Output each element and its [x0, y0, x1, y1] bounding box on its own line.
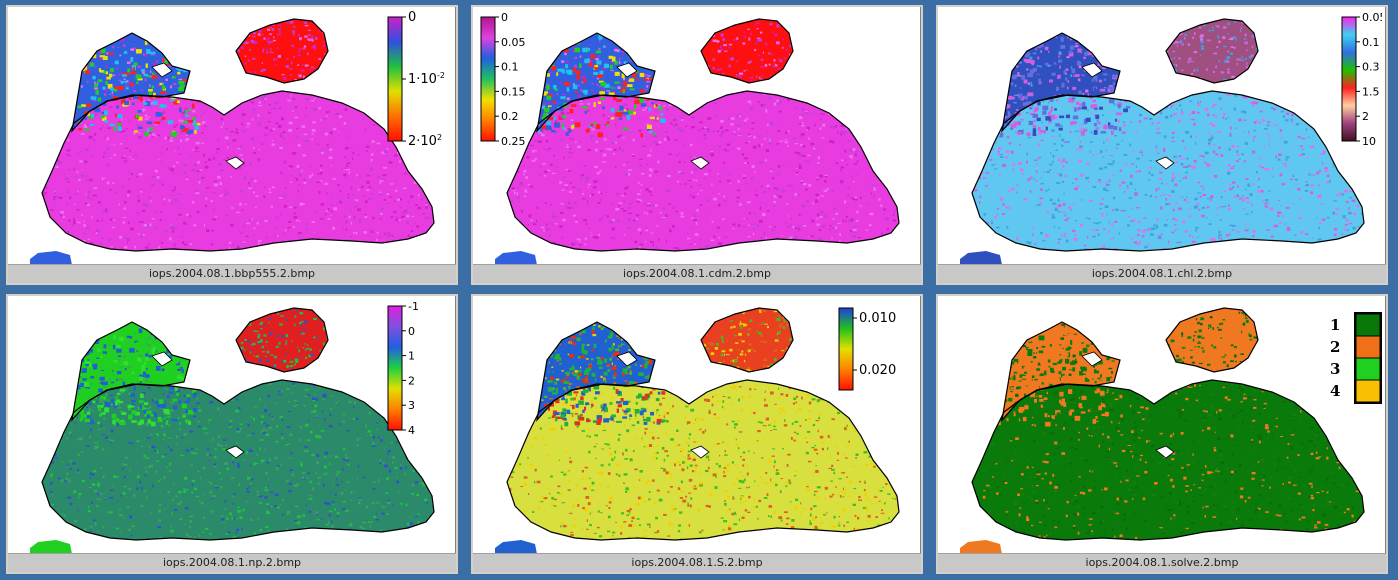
map-image-cdm: 0 0.05 0.1 0.15 0.2 0.25	[480, 11, 900, 265]
legend-swatch	[1355, 313, 1381, 337]
colorbar-tick-label: 0.25	[501, 135, 526, 148]
sea-area	[972, 380, 1364, 540]
legend-label: 3	[1330, 360, 1340, 378]
panel-caption: iops.2004.08.1.bbp555.2.bmp	[8, 264, 456, 283]
nw-shelf-area	[537, 33, 655, 131]
legend-swatch	[1355, 357, 1381, 381]
colorbar-tick-label: 1	[408, 350, 415, 363]
colorbar	[387, 305, 403, 431]
colorbar-tick-label: 0	[501, 11, 508, 24]
colorbar-tick-label: 0.3	[1362, 61, 1380, 74]
map-image-chl: 0.05 0.1 0.3 1.5 2 10	[960, 11, 1382, 265]
panel-np: -1 0 1 2 3 4 iops.2004.08.1.np.2.bmp	[6, 294, 458, 574]
colorbar-tick-label: 3	[408, 399, 415, 412]
colorbar-tick-label: 0.05	[1362, 11, 1382, 24]
colorbar-tick-label: 10	[1362, 135, 1376, 148]
legend-label: 1	[1330, 316, 1340, 334]
colorbar-tick-label: 0.1	[1362, 36, 1380, 49]
legend-label: 4	[1330, 382, 1340, 400]
panel-caption: iops.2004.08.1.solve.2.bmp	[938, 553, 1386, 572]
colorbar-tick-label: 1.5	[1362, 85, 1380, 98]
panel-s: 0.010 0.020 iops.2004.08.1.S.2.bmp	[471, 294, 923, 574]
panel-caption: iops.2004.08.1.np.2.bmp	[8, 553, 456, 572]
colorbar-tick-label: 0.020	[859, 363, 896, 378]
colorbar-tick-label: 0.15	[501, 85, 526, 98]
map-image-np: -1 0 1 2 3 4	[30, 300, 435, 554]
colorbar-tick-label: 0.010	[859, 311, 896, 326]
colorbar	[838, 307, 854, 391]
colorbar	[480, 16, 496, 142]
colorbar-tick-label: 2·102	[408, 133, 442, 149]
colorbar	[1341, 16, 1357, 142]
nw-shelf-area	[537, 322, 655, 420]
map-image-solve: 1 2 3 4	[960, 307, 1382, 554]
colorbar-tick-label: 0.2	[501, 110, 519, 123]
sea-area	[507, 91, 899, 251]
legend-label: 2	[1330, 338, 1340, 356]
colorbar-tick-label: 2	[1362, 110, 1369, 123]
panel-cdm: 0 0.05 0.1 0.15 0.2 0.25 iops.2004.08.1.cdm.2…	[471, 5, 923, 285]
panel-bbp555: 0 1·10-2 2·102 iops.2004.08.1.bbp555.2.bmp	[6, 5, 458, 285]
panel-caption: iops.2004.08.1.cdm.2.bmp	[473, 264, 921, 283]
colorbar-tick-label: -1	[408, 300, 419, 313]
colorbar-tick-label: 0	[408, 11, 416, 25]
colorbar-tick-label: 0.05	[501, 36, 526, 49]
sea-area	[42, 91, 434, 251]
panel-caption: iops.2004.08.1.chl.2.bmp	[938, 264, 1386, 283]
panel-chl: 0.05 0.1 0.3 1.5 2 10 iops.2004.08.1.chl.2.bm…	[936, 5, 1388, 285]
map-image-bbp555: 0 1·10-2 2·102	[30, 11, 445, 265]
colorbar-tick-label: 2	[408, 374, 415, 387]
legend-swatch	[1355, 335, 1381, 359]
nw-shelf-area	[1002, 322, 1120, 420]
colorbar-tick-label: 0	[408, 325, 415, 338]
azov-sea-area	[701, 308, 793, 372]
azov-sea-area	[1166, 19, 1258, 83]
legend-swatch	[1355, 379, 1381, 403]
panel-caption: iops.2004.08.1.S.2.bmp	[473, 553, 921, 572]
colorbar-tick-label: 0.1	[501, 61, 519, 74]
panel-solve: 1 2 3 4 iops.2004.08.1.solve.2.bmp	[936, 294, 1388, 574]
colorbar-tick-label: 4	[408, 424, 415, 437]
nw-shelf-area	[72, 33, 190, 131]
map-image-s: 0.010 0.020	[495, 307, 900, 554]
azov-sea-area	[701, 19, 793, 83]
colorbar-tick-label: 1·10-2	[408, 71, 445, 87]
colorbar	[387, 16, 403, 142]
